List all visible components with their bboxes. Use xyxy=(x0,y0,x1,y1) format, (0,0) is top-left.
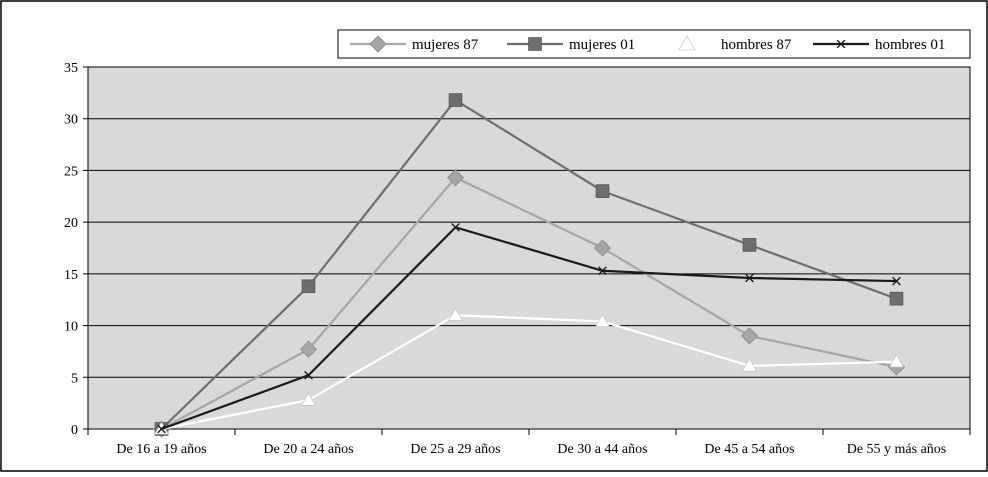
data-point xyxy=(593,239,612,257)
data-point xyxy=(745,273,754,283)
series-line xyxy=(160,176,897,430)
legend-item: mujeres 01 xyxy=(507,37,635,53)
data-point-stroke xyxy=(745,273,754,283)
x-tick-label: De 55 y más años xyxy=(847,442,947,457)
data-point xyxy=(598,266,607,276)
x-tick-label: De 20 a 24 años xyxy=(263,442,353,457)
y-tick-label: 25 xyxy=(64,164,78,179)
y-tick-label: 35 xyxy=(64,61,78,76)
data-point xyxy=(300,392,317,406)
series-line xyxy=(161,226,897,431)
data-point xyxy=(740,327,759,345)
data-point-stroke xyxy=(836,39,846,49)
y-tick-label: 10 xyxy=(64,320,78,335)
legend: mujeres 87 mujeres 01 hombres 87 hombres 01 xyxy=(337,29,971,59)
legend-label: hombres 87 xyxy=(721,37,792,53)
y-tick-label: 20 xyxy=(64,216,78,231)
data-point xyxy=(304,370,313,380)
series-line xyxy=(161,314,897,431)
x-tick-label: De 30 a 44 años xyxy=(557,442,647,457)
y-tick-label: 30 xyxy=(64,113,78,128)
data-point-stroke xyxy=(304,370,313,380)
data-point xyxy=(301,279,316,294)
data-point xyxy=(678,35,696,51)
legend-label: mujeres 87 xyxy=(412,37,479,53)
data-point xyxy=(528,37,542,51)
data-point xyxy=(448,93,463,107)
data-point-stroke xyxy=(451,222,460,232)
grid-lines xyxy=(88,66,970,378)
legend-label: hombres 01 xyxy=(875,37,945,53)
legend-label: mujeres 01 xyxy=(569,37,635,53)
data-point-stroke xyxy=(892,276,901,286)
data-point-stroke xyxy=(157,424,166,434)
x-tick-label: De 16 a 19 años xyxy=(116,442,206,457)
series-layer xyxy=(152,93,906,438)
data-point xyxy=(369,35,387,53)
y-tick-label: 15 xyxy=(64,268,78,283)
data-point xyxy=(451,222,460,232)
data-point xyxy=(595,184,610,198)
data-point xyxy=(447,307,464,321)
axes: 0 5 10 15 20 25 30 35 De 16 a 19 años De 20 a 24 … xyxy=(64,61,971,457)
series-hombres-01 xyxy=(157,222,901,434)
data-point xyxy=(742,238,757,252)
data-point xyxy=(446,169,465,187)
x-tick-label: De 25 a 29 años xyxy=(410,442,500,457)
y-tick-label: 0 xyxy=(71,423,78,438)
data-point xyxy=(741,358,758,372)
legend-box xyxy=(337,29,971,59)
legend-item: mujeres 87 xyxy=(350,35,479,53)
data-point xyxy=(888,354,905,368)
data-point xyxy=(836,39,846,49)
data-point xyxy=(892,276,901,286)
series-line xyxy=(160,98,897,430)
data-point xyxy=(299,340,318,358)
data-point xyxy=(594,313,611,327)
data-point-stroke xyxy=(598,266,607,276)
y-tick-label: 5 xyxy=(71,371,78,386)
x-tick-label: De 45 a 54 años xyxy=(704,442,794,457)
legend-item: hombres 01 xyxy=(813,37,945,53)
data-point xyxy=(157,424,166,434)
data-point xyxy=(889,291,904,306)
legend-item: hombres 87 xyxy=(659,35,792,53)
